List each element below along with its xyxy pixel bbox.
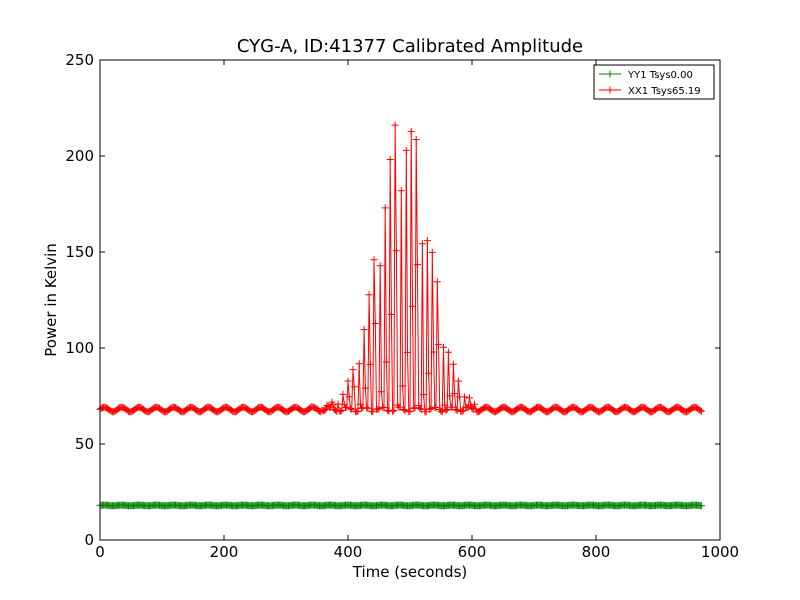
y-tick-label: 150: [65, 243, 94, 261]
x-tick-label: 600: [458, 543, 487, 561]
plot-area: [96, 121, 705, 510]
y-tick-label: 100: [65, 339, 94, 357]
x-tick-label: 800: [582, 543, 611, 561]
legend: YY1 Tsys0.00 XX1 Tsys65.19: [593, 64, 715, 100]
legend-item: YY1 Tsys0.00: [599, 70, 693, 81]
x-tick-label: 400: [334, 543, 363, 561]
x-tick-label: 1000: [701, 543, 739, 561]
chart-title: CYG-A, ID:41377 Calibrated Amplitude: [237, 36, 583, 57]
y-tick-label: 200: [65, 147, 94, 165]
x-axis-label: Time (seconds): [352, 563, 468, 581]
legend-label: YY1 Tsys0.00: [627, 70, 693, 81]
legend-label: XX1 Tsys65.19: [628, 86, 701, 97]
legend-item: XX1 Tsys65.19: [599, 86, 701, 97]
x-tick-label: 200: [210, 543, 239, 561]
y-tick-label: 0: [84, 531, 94, 549]
y-tick-label: 250: [65, 51, 94, 69]
x-tick-label: 0: [95, 543, 105, 561]
legend-box: [593, 64, 715, 100]
plot-frame: [99, 59, 721, 541]
legend-marker: [606, 86, 614, 94]
y-tick-label: 50: [75, 435, 94, 453]
series-2: [96, 121, 705, 416]
axis-ticks: 0 200 400 600 800 1000 0 50 100 150 200 250: [65, 51, 739, 561]
legend-marker: [606, 70, 614, 78]
y-axis-label: Power in Kelvin: [42, 243, 60, 357]
